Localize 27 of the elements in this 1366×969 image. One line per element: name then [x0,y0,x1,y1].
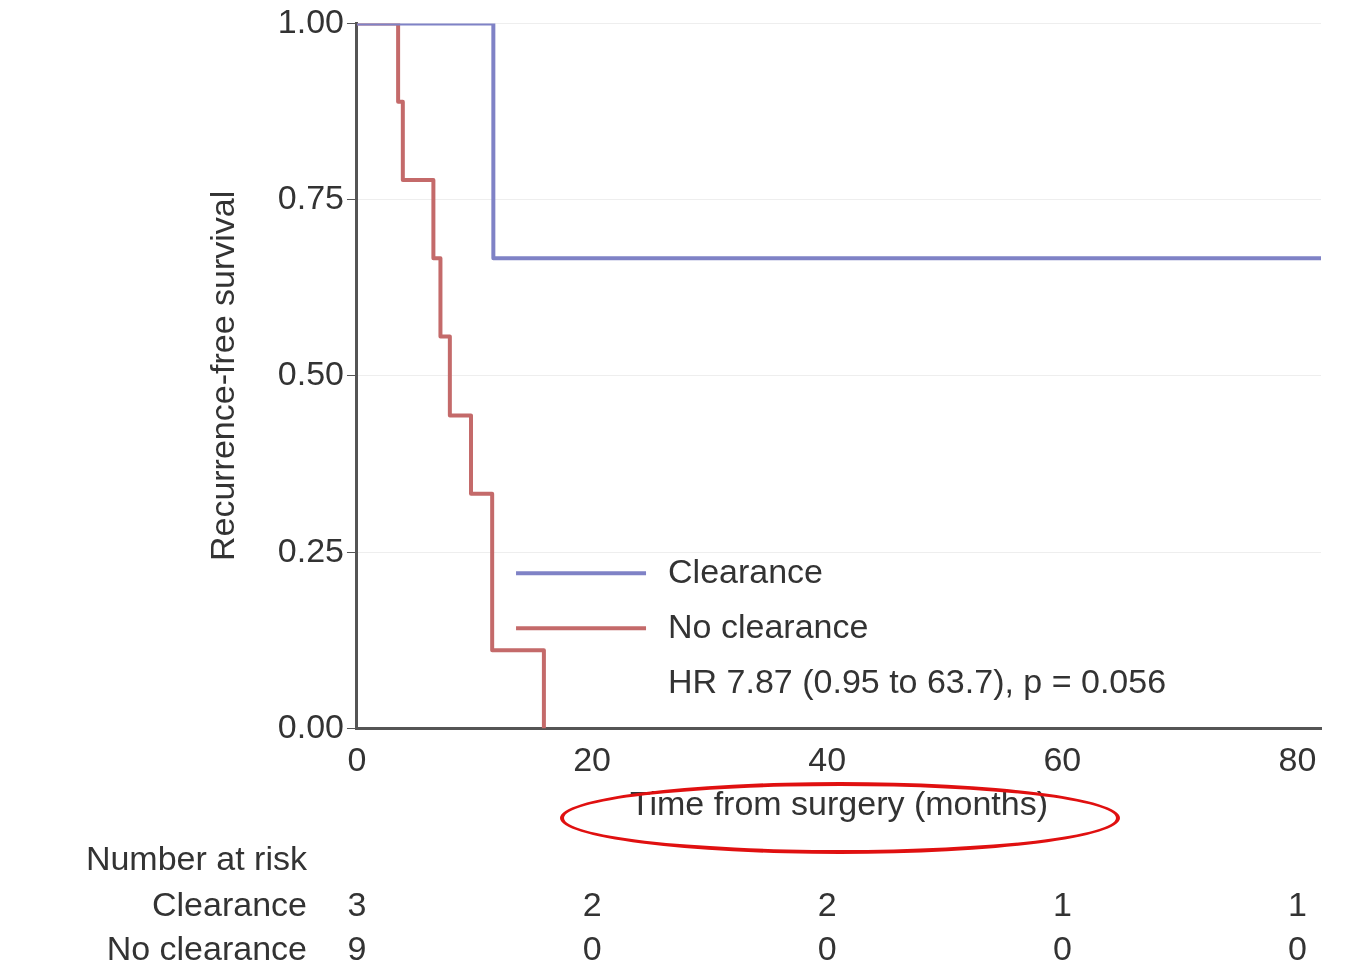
text: 1 [1288,884,1307,924]
x-tick-label: 20 [573,740,612,779]
legend-label: Clearance [668,551,824,590]
x-tick-label: 40 [808,740,847,779]
legend-label: No clearance [668,606,869,645]
text: 0 [582,928,602,968]
y-tick-label: 0.50 [277,354,344,393]
text: Clearance [151,884,307,924]
y-tick-label: 0.00 [277,706,344,745]
text: 1 [1052,884,1072,924]
annotation: HR 7.87 (0.95 to 63.7), p = 0.056 [668,661,1167,700]
text: 0 [1288,928,1307,968]
y-tick-label: 0.75 [277,178,344,217]
x-tick-label: 0 [347,740,367,779]
text: 3 [347,884,367,924]
text: 9 [347,928,367,968]
text: 0 [817,928,837,968]
x-tick-label: 80 [1278,740,1317,779]
text: 2 [817,884,837,924]
y-axis-title: Recurrence-free survival [202,190,241,562]
text: Number at risk [85,838,307,878]
text: 0 [1052,928,1072,968]
x-tick-label: 60 [1043,740,1082,779]
text: 2 [582,884,602,924]
y-tick-label: 0.25 [277,530,344,569]
y-tick-label: 1.00 [277,1,344,40]
text: No clearance [106,928,307,968]
